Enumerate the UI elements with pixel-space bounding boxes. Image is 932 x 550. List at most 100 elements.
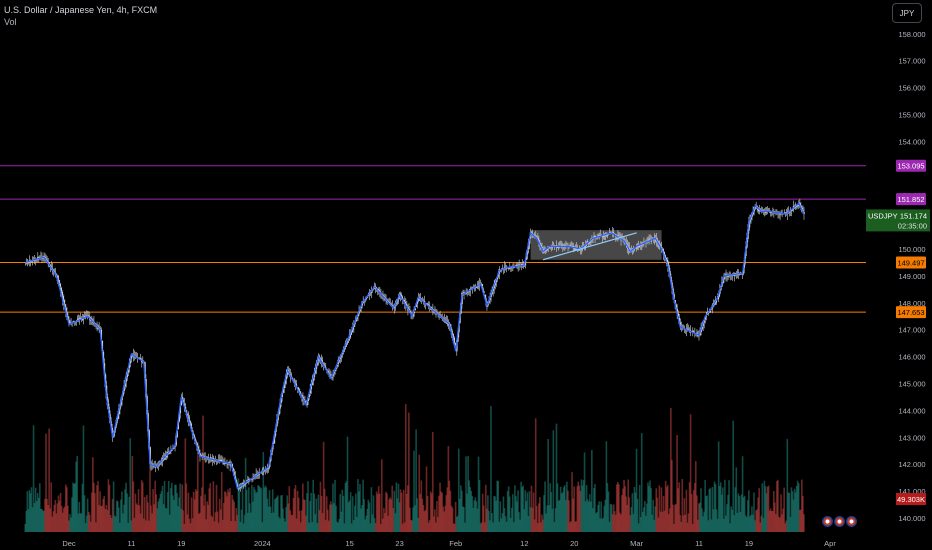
volume-bar bbox=[272, 512, 275, 532]
volume-bar bbox=[165, 508, 168, 532]
candle-body bbox=[709, 310, 712, 312]
volume-bar bbox=[514, 485, 516, 532]
candle-body bbox=[650, 240, 652, 242]
volume-bar bbox=[482, 505, 485, 532]
us-flag-icon[interactable] bbox=[846, 516, 857, 527]
volume-bar bbox=[717, 441, 720, 532]
x-tick-label: 19 bbox=[745, 539, 753, 548]
volume-bar bbox=[53, 504, 56, 532]
volume-bar bbox=[772, 491, 775, 532]
volume-bar bbox=[786, 439, 789, 532]
volume-bar bbox=[802, 495, 804, 532]
volume-bar bbox=[205, 519, 207, 532]
volume-bar bbox=[357, 479, 359, 532]
volume-bar bbox=[26, 491, 29, 532]
volume-bar bbox=[628, 497, 631, 532]
volume-bar bbox=[610, 504, 613, 532]
volume-bar bbox=[545, 513, 547, 532]
volume-bar bbox=[694, 461, 697, 532]
volume-bar bbox=[645, 515, 647, 532]
volume-bar bbox=[141, 482, 144, 532]
volume-bar bbox=[203, 505, 205, 532]
volume-bar bbox=[361, 505, 363, 532]
volume-bar bbox=[428, 520, 431, 532]
us-flag-icon[interactable] bbox=[834, 516, 845, 527]
volume-bar bbox=[279, 518, 281, 532]
volume-bar bbox=[557, 500, 560, 532]
candle-body bbox=[507, 267, 510, 269]
volume-bar bbox=[409, 507, 411, 532]
volume-bar bbox=[724, 479, 726, 532]
volume-bar bbox=[575, 521, 578, 532]
volume-bar bbox=[517, 490, 519, 532]
volume-bar bbox=[547, 439, 549, 532]
volume-bar bbox=[706, 495, 709, 532]
us-flag-icon[interactable] bbox=[822, 516, 833, 527]
currency-button[interactable]: JPY bbox=[892, 3, 922, 23]
volume-bar bbox=[447, 446, 450, 532]
candle-body bbox=[791, 209, 794, 211]
volume-bar bbox=[726, 504, 728, 532]
volume-bar bbox=[38, 483, 41, 532]
volume-bar bbox=[507, 486, 510, 532]
candle-body bbox=[258, 474, 261, 475]
volume-bar bbox=[722, 487, 724, 532]
volume-bar bbox=[294, 484, 297, 532]
candle-body bbox=[790, 210, 793, 212]
x-tick-label: 23 bbox=[395, 539, 403, 548]
symbol-label: USDJPY bbox=[868, 211, 898, 220]
volume-bar bbox=[375, 491, 378, 532]
volume-bar bbox=[758, 488, 761, 532]
volume-bar bbox=[648, 485, 650, 532]
volume-bar bbox=[622, 488, 624, 532]
volume-bar bbox=[46, 498, 48, 532]
volume-bar bbox=[775, 514, 777, 532]
y-tick-label: 141.000 bbox=[898, 487, 925, 496]
volume-bar bbox=[780, 494, 782, 532]
volume-bar bbox=[469, 487, 471, 532]
volume-bar bbox=[346, 436, 349, 532]
volume-bar bbox=[184, 438, 187, 532]
event-flags[interactable] bbox=[822, 516, 857, 527]
volume-bar bbox=[49, 508, 51, 532]
volume-bar bbox=[669, 508, 671, 532]
volume-bar bbox=[689, 414, 692, 532]
volume-bar bbox=[663, 510, 666, 532]
volume-bar bbox=[560, 493, 563, 532]
volume-bar bbox=[641, 512, 644, 532]
volume-bar bbox=[725, 515, 727, 532]
volume-bar bbox=[35, 500, 38, 532]
volume-bar bbox=[131, 455, 134, 532]
volume-bar bbox=[64, 484, 67, 532]
volume-bar bbox=[764, 486, 767, 532]
volume-bar bbox=[266, 498, 269, 532]
volume-bar bbox=[386, 493, 388, 532]
volume-bar bbox=[325, 496, 328, 532]
candle-body bbox=[237, 488, 240, 490]
volume-bar bbox=[605, 441, 608, 532]
volume-bar bbox=[334, 479, 336, 532]
volume-bar bbox=[209, 483, 212, 532]
candle-body bbox=[171, 450, 173, 451]
volume-bar bbox=[565, 499, 567, 532]
volume-bar bbox=[451, 507, 454, 532]
volume-bar bbox=[50, 482, 53, 532]
candle-body bbox=[630, 251, 633, 252]
volume-bar bbox=[250, 512, 252, 532]
volume-bar bbox=[554, 508, 557, 532]
volume-bar bbox=[278, 516, 280, 532]
volume-bar bbox=[684, 514, 687, 532]
candle-body bbox=[546, 249, 549, 250]
volume-bar bbox=[435, 522, 437, 532]
volume-bar bbox=[801, 479, 803, 532]
candle-body bbox=[733, 274, 736, 276]
volume-bar bbox=[422, 505, 425, 532]
volume-bar bbox=[148, 520, 150, 532]
volume-bar bbox=[304, 499, 306, 532]
volume-bar bbox=[274, 498, 277, 532]
volume-bar bbox=[72, 482, 74, 532]
volume-bar bbox=[80, 513, 83, 532]
volume-bar bbox=[201, 487, 203, 532]
volume-bar bbox=[36, 493, 39, 532]
